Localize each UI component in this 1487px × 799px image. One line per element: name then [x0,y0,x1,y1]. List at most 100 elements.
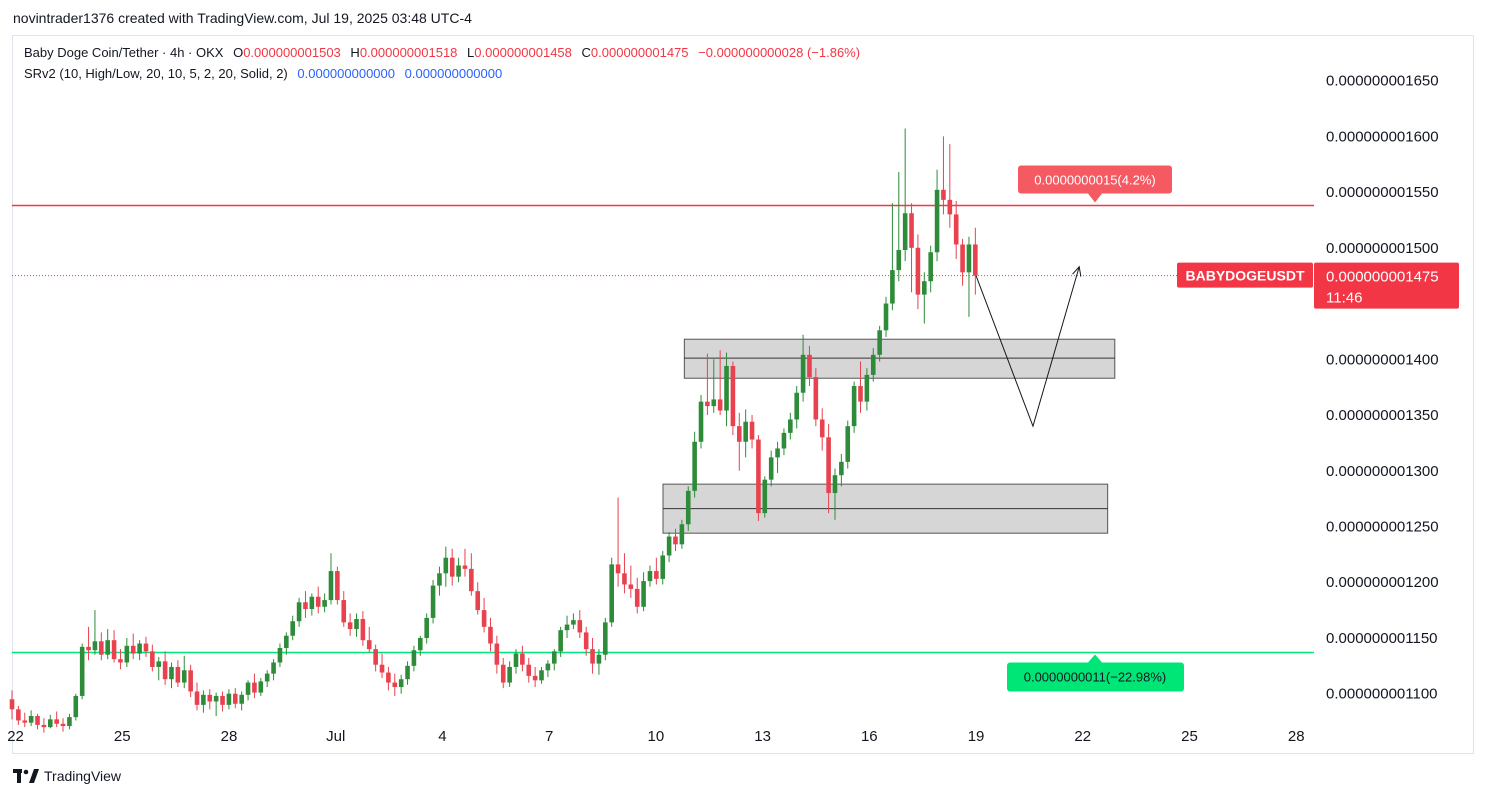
candle-body [488,626,493,644]
candle-body [99,641,104,655]
projection-path [975,266,1080,428]
candle-body [679,524,685,545]
tradingview-footer[interactable]: TradingView [13,768,121,784]
chart-frame [12,35,1474,754]
candle-body [526,664,532,676]
candle-body [41,724,47,728]
candle-body [462,565,468,569]
candle-body [571,620,576,625]
candle-body [845,426,851,462]
candle-body [603,622,608,655]
candle-body [354,619,359,630]
candle-body [858,386,863,402]
candle-body [437,573,442,586]
change-value: −0.000000000028 (−1.86%) [698,45,861,60]
candle-body [890,270,895,304]
labels-layer: 0.0000000015(4.2%) 0.0000000011(−22.98%) B… [1007,165,1459,692]
low-label: L [467,45,475,60]
y-tick-label: 0.000000001150 [1326,630,1438,647]
candle-body [335,571,340,601]
candle-body [851,386,857,427]
candle-body [947,199,953,215]
resistance-label-pointer [1088,193,1102,203]
candle-body [807,354,812,378]
candle-body [762,479,768,514]
candle-body [641,581,646,607]
candle-body [150,651,155,667]
candle-body [188,670,193,692]
tradingview-logo-icon [13,769,39,783]
support-label-text: 0.0000000011(−22.98%) [1024,669,1167,684]
candle-body [322,600,327,607]
x-tick-label: 28 [221,728,238,745]
chart-caption: novintrader1376 created with TradingView… [13,10,472,26]
candle-body [717,399,723,411]
last-price-box [1314,262,1459,309]
candle-body [315,596,321,607]
candle-body [277,648,283,663]
x-tick-label: 22 [7,728,24,745]
candle-body [711,399,717,407]
candle-body [16,709,21,721]
brand-name: TradingView [44,768,122,784]
candle-body [169,666,174,680]
indicator-value-2: 0.000000000000 [404,66,503,81]
high-label: H [350,45,360,60]
candle-body [896,250,902,271]
candle-body [698,401,704,442]
candle-body [724,365,729,411]
candle-body [130,645,136,654]
candle-body [953,214,959,245]
y-tick-label: 0.000000001250 [1326,518,1439,535]
candle-body [736,426,742,442]
candle-body [960,244,965,273]
candle-body [290,621,296,636]
candle-body [181,670,187,683]
y-tick-label: 0.000000001350 [1326,407,1439,424]
candle-body [469,568,474,592]
candle-body [615,564,621,574]
candle-body [743,421,748,442]
axis-ticks-layer: 0.000000001100 0.000000001150 0.0000000012… [7,73,1438,745]
candle-body [583,632,589,650]
candle-body [137,643,142,654]
candle-body [781,432,787,449]
y-tick-label: 0.000000001100 [1326,686,1438,703]
candle-body [111,640,117,660]
candle-body [973,244,978,276]
candle-body [666,536,672,556]
resistance-label-text: 0.0000000015(4.2%) [1034,172,1155,187]
candle-body [660,555,666,579]
candle-body [622,573,627,585]
y-tick-label: 0.000000001600 [1326,128,1439,145]
candle-body [162,661,168,680]
candle-body [966,244,972,273]
candle-body [768,457,774,480]
candle-body [67,717,72,727]
projection-arrowhead [1072,265,1082,277]
candle-body [194,691,200,705]
candle-body [60,723,66,727]
candle-body [430,585,436,618]
projection-layer [975,265,1082,428]
candle-body [705,401,710,407]
candle-body [226,693,232,705]
candle-body [392,682,398,688]
candle-body [609,564,614,623]
symbol-legend[interactable]: Baby Doge Coin/Tether · 4h · OKX O0.0000… [24,45,860,60]
candle-body [105,640,110,655]
candle-body [832,475,838,494]
candle-body [360,619,366,641]
candle-body [9,699,15,710]
indicator-legend[interactable]: SRv2 (10, High/Low, 20, 10, 5, 2, 20, So… [24,66,502,81]
candle-body [507,666,512,683]
symbol-tag-box [1177,262,1313,288]
candle-body [303,602,308,609]
candle-body [877,330,882,355]
candle-body [213,695,219,702]
candle-body [373,649,378,665]
indicator-name: SRv2 (10, High/Low, 20, 10, 5, 2, 20, So… [24,66,288,81]
candle-body [539,670,544,681]
candle-body [870,354,876,375]
